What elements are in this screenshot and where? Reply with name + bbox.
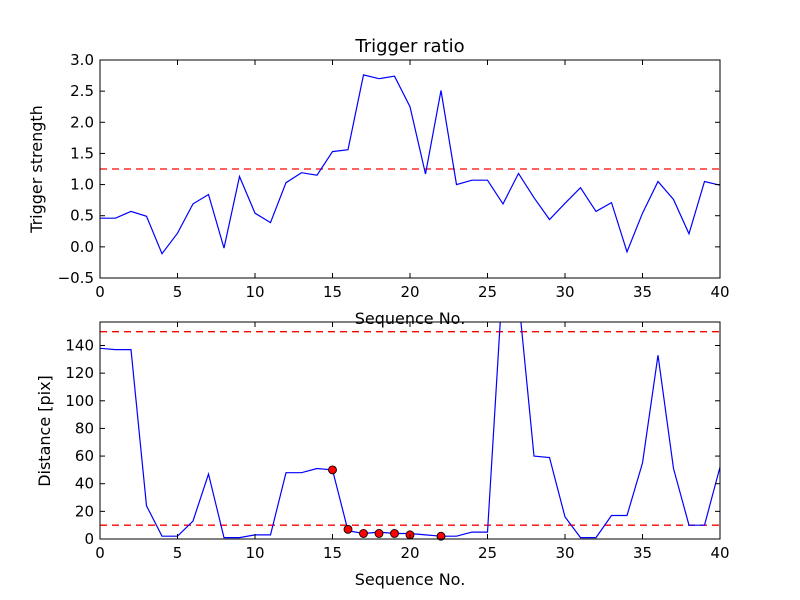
y-tick-label: 100 [65,392,94,410]
x-axis-label: Sequence No. [355,309,466,328]
y-tick-label: 2.5 [70,82,94,100]
plot-frame [99,321,721,540]
data-point-marker [328,465,337,475]
y-tick-label: 1.0 [70,176,94,194]
x-tick-label: 35 [633,544,652,562]
y-tick-label: 40 [75,475,94,493]
x-tick-label: 40 [710,283,729,301]
y-tick-label: 3.0 [70,51,94,69]
x-tick-label: 5 [173,283,183,301]
data-point-marker [390,529,399,538]
y-tick-label: 0.5 [70,207,94,225]
y-tick-label: 1.5 [70,144,94,162]
data-point-marker [343,524,353,534]
series-line [100,74,720,255]
y-tick-label: 0 [84,530,94,548]
y-axis-label: Trigger strength [27,105,46,234]
y-tick-label: 120 [65,364,94,382]
series-layer [100,74,720,255]
x-tick-label: 40 [710,544,729,562]
x-tick-label: 35 [633,283,652,301]
y-axis-label: Distance [pix] [35,375,54,487]
y-tick-label: 80 [75,419,94,437]
x-tick-label: 20 [400,283,419,301]
ticks-layer: 0 5 10 15 20 25 30 35 40 −0.5 0.0 0.5 1.0 1.5 2.0 2.5 3.… [58,51,730,301]
x-tick-label: 10 [245,544,264,562]
x-tick-label: 5 [173,544,183,562]
distance-panel: Sequence No. Distance [pix] 0 5 10 15 20 25 30… [35,321,730,589]
ticks-layer: 0 5 10 15 20 25 30 35 40 0 20 40 60 80 100 120 140 [65,322,730,562]
series-layer [100,322,720,541]
y-tick-label: 140 [65,336,94,354]
x-tick-label: 30 [555,544,574,562]
trigger-ratio-panel: Trigger ratio Sequence No. Trigger stren… [27,36,730,328]
x-tick-label: 20 [400,544,419,562]
x-tick-label: 30 [555,283,574,301]
plot-frame [99,59,721,279]
data-layer [100,74,720,255]
y-tick-label: 2.0 [70,113,94,131]
x-tick-label: 10 [245,283,264,301]
y-tick-label: 60 [75,447,94,465]
x-tick-label: 25 [478,544,497,562]
x-tick-label: 0 [95,283,105,301]
x-tick-label: 15 [323,544,342,562]
x-tick-label: 15 [323,283,342,301]
x-tick-label: 0 [95,544,105,562]
data-point-marker [359,529,368,538]
x-axis-label: Sequence No. [355,570,466,589]
data-point-marker [374,529,384,538]
y-tick-label: 0.0 [70,238,94,256]
y-tick-label: 20 [75,502,94,520]
data-point-marker [436,531,446,541]
x-tick-label: 25 [478,283,497,301]
chart-title: Trigger ratio [354,36,464,57]
y-tick-label: −0.5 [58,269,94,287]
